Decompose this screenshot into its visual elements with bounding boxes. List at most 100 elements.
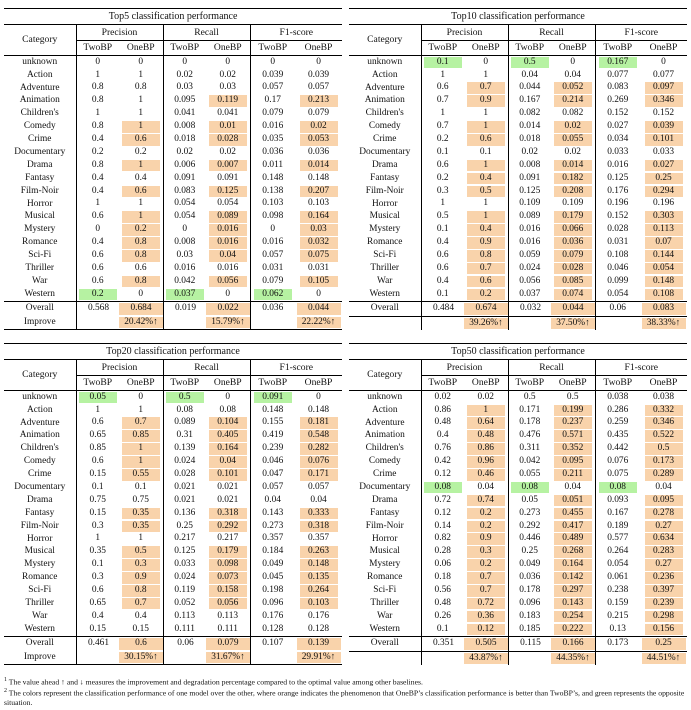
value-cell: 0.6: [119, 262, 163, 275]
cell-value: 0.054: [174, 198, 196, 209]
improve-value: 44.51%↑: [641, 652, 686, 665]
table-row: Crime 0.15 0.55 0.028 0.101 0.047 0.171: [4, 468, 342, 482]
cell-value: 0.091: [174, 172, 196, 183]
cell-value: 0.027: [644, 159, 683, 172]
cell-value: 0.007: [208, 159, 247, 172]
value-cell: 0.04: [464, 481, 508, 494]
value-cell: 0.25: [640, 172, 687, 185]
value-cell: 0.054: [162, 210, 206, 224]
value-cell: 0.018: [162, 133, 206, 147]
value-cell: 0.033: [594, 146, 640, 160]
category-label: Horror: [371, 533, 398, 544]
value-cell: 0: [464, 54, 508, 69]
value-cell: 1: [464, 211, 508, 224]
cell-value: 0.073: [208, 572, 247, 584]
cell-value: 0.4: [436, 275, 449, 286]
value-cell: 0.104: [206, 417, 250, 430]
cell-value: 0.024: [174, 456, 196, 467]
cell-value: 0.008: [174, 121, 196, 132]
value-cell: 0.053: [295, 133, 342, 146]
cell-value: 0.1: [436, 146, 449, 157]
cell-value: 0.346: [644, 95, 683, 107]
value-cell: 0.075: [594, 468, 640, 482]
category-label: Horror: [26, 533, 53, 544]
twobp-header: TwoBP: [249, 375, 295, 391]
table-row: Comedy 0.6 1 0.024 0.04 0.046 0.076: [4, 455, 342, 469]
value-cell: 0.455: [551, 507, 595, 520]
table-title-row: Top5 classification performance: [4, 8, 343, 25]
cell-value: 0.05: [521, 494, 538, 505]
cell-value: 1: [138, 533, 144, 544]
value-cell: 0.079: [249, 275, 295, 289]
cell-value: 0: [316, 391, 321, 402]
cell-value: 0.264: [607, 546, 629, 557]
footnote-2: 2 The colors represent the classificatio…: [4, 687, 688, 707]
value-cell: 0.101: [206, 468, 250, 481]
table-row: Sci-Fi 0.6 0.8 0.03 0.04 0.057 0.075: [4, 249, 342, 263]
value-cell: 0.184: [249, 545, 295, 559]
table-row: unknown 0.02 0.02 0.5 0.5 0.038 0.038: [349, 389, 688, 404]
category-label: Animation: [364, 430, 405, 441]
category-header: Category: [367, 34, 403, 46]
table-row: unknown 0 0 0 0 0 0: [4, 54, 343, 69]
cell-value: 1: [121, 121, 160, 133]
cell-value: 0.08: [423, 481, 462, 494]
table-row: Action 1 1 0.02 0.02 0.039 0.039: [4, 68, 342, 82]
cell-value: 0.02: [434, 391, 451, 402]
cell-value: 0.125: [607, 172, 629, 183]
cell-value: 0: [182, 56, 188, 67]
precision-header: Precision: [75, 359, 163, 376]
cell-value: 0.417: [553, 520, 592, 533]
value-cell: 0.2: [464, 559, 508, 572]
value-cell: 0.17: [249, 94, 295, 108]
value-cell: 0.027: [640, 159, 687, 172]
value-cell: 0.25: [507, 545, 551, 559]
improve-row: Improve 30.15%↑ 31.67%↑ 29.91%↑: [4, 650, 343, 665]
value-cell: 0.028: [162, 468, 206, 482]
value-cell: 0.128: [249, 623, 295, 637]
category-label: Western: [369, 288, 400, 299]
value-cell: 0.179: [551, 211, 595, 224]
overall-value: 0.484: [432, 303, 455, 314]
cell-value: 0.1: [91, 559, 104, 570]
cell-value: 0.055: [519, 469, 541, 480]
category-label: Horror: [26, 198, 53, 209]
value-cell: 0.028: [206, 133, 250, 146]
value-cell: 0.268: [551, 546, 595, 559]
category-label: Sci-Fi: [28, 250, 52, 261]
cell-value: 0.6: [91, 275, 104, 286]
value-cell: 0.198: [249, 584, 295, 598]
cell-value: 0.2: [91, 146, 104, 157]
model-header-row: TwoBP OneBP TwoBP OneBP TwoBP OneBP: [349, 375, 687, 391]
category-label: Thriller: [25, 597, 55, 608]
recall-header: Recall: [507, 24, 595, 41]
value-cell: 0.9: [119, 571, 163, 584]
cell-value: 0.136: [174, 507, 196, 518]
cell-value: 0.111: [174, 623, 195, 634]
cell-value: 0: [182, 224, 188, 235]
overall-value-cell: 0.173: [594, 635, 640, 652]
value-cell: 0.042: [507, 455, 551, 469]
cell-value: 0.184: [262, 546, 284, 557]
overall-value-cell: 0.06: [594, 300, 640, 317]
cell-value: 0.74: [466, 494, 505, 507]
cell-value: 0.8: [91, 159, 104, 170]
value-cell: 0.6: [75, 584, 119, 598]
cell-value: 0.053: [299, 134, 338, 146]
improve-value-cell: 22.22%↑: [295, 315, 343, 330]
value-cell: 0.15: [75, 468, 119, 482]
value-cell: 0.6: [119, 133, 163, 146]
cell-value: 0.189: [607, 520, 629, 531]
overall-value: 0.568: [87, 303, 110, 314]
value-cell: 0.5: [162, 389, 206, 404]
value-cell: 0.6: [75, 455, 119, 469]
cell-value: 0.155: [262, 417, 284, 428]
f1-header: F1-score: [594, 24, 688, 41]
table-row: Children's 1 1 0.082 0.082 0.152 0.152: [349, 107, 687, 121]
value-cell: 1: [75, 197, 119, 211]
value-cell: 1: [464, 108, 508, 121]
cell-value: 0.057: [262, 481, 284, 492]
twobp-header: TwoBP: [420, 375, 464, 391]
value-cell: 0.006: [162, 159, 206, 173]
value-cell: 0.167: [594, 507, 640, 520]
